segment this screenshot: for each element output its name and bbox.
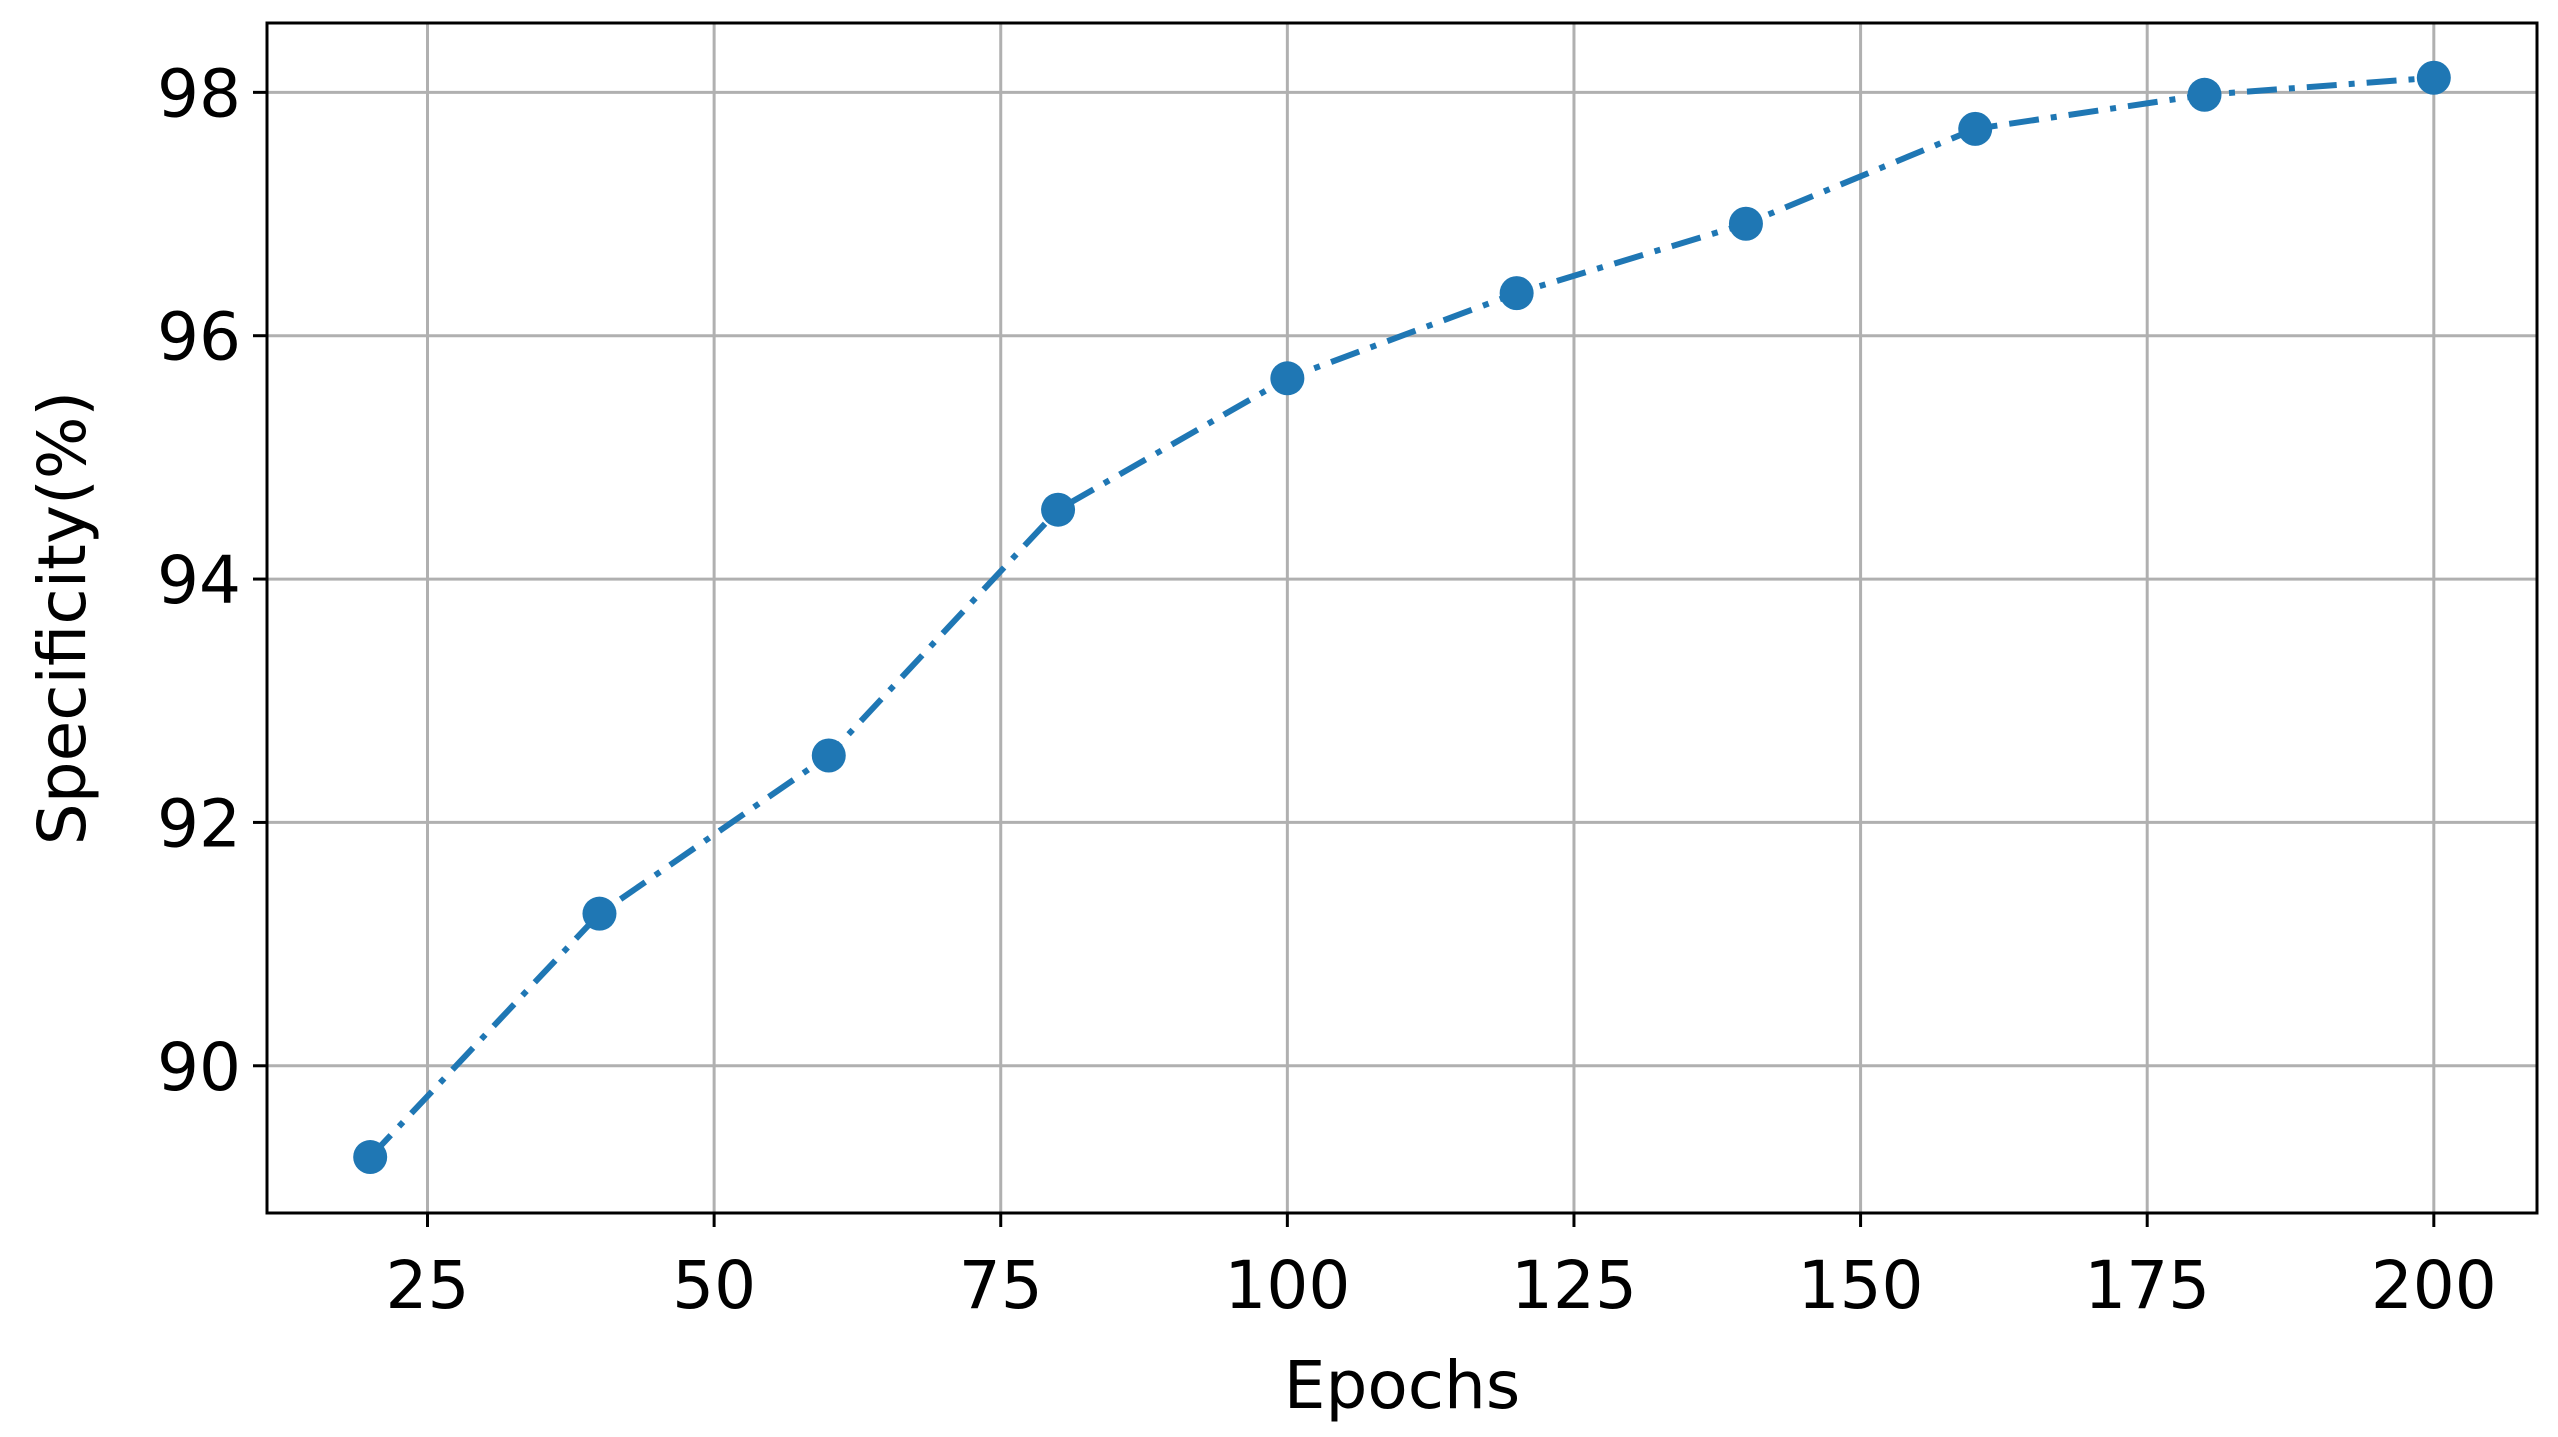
x-tick-label: 175 [2084,1247,2210,1324]
data-point [2187,77,2222,112]
x-tick-label: 200 [2371,1247,2497,1324]
data-point [811,738,846,773]
plot-frame [265,21,2539,1215]
x-tick-label: 75 [959,1247,1043,1324]
y-tick-label: 98 [157,55,241,132]
x-tick-label: 25 [386,1247,470,1324]
y-tick-label: 92 [157,785,241,862]
y-tick-label: 90 [157,1029,241,1106]
data-line [367,74,2435,1160]
x-tick-label: 150 [1798,1247,1924,1324]
data-point [2416,60,2451,95]
x-axis-label: Epochs [1284,1347,1520,1424]
data-point [1728,206,1763,241]
data-point [1499,276,1534,311]
y-tick-label: 96 [157,299,241,376]
data-point [582,896,617,931]
y-tick-label: 94 [157,542,241,619]
data-point [1270,361,1305,396]
y-axis-label: Specificity(%) [24,391,101,845]
x-tick-label: 100 [1224,1247,1350,1324]
data-point [353,1140,388,1175]
x-tick-label: 50 [672,1247,756,1324]
x-tick-label: 125 [1511,1247,1637,1324]
data-point [1041,492,1076,527]
data-point [1958,111,1993,146]
